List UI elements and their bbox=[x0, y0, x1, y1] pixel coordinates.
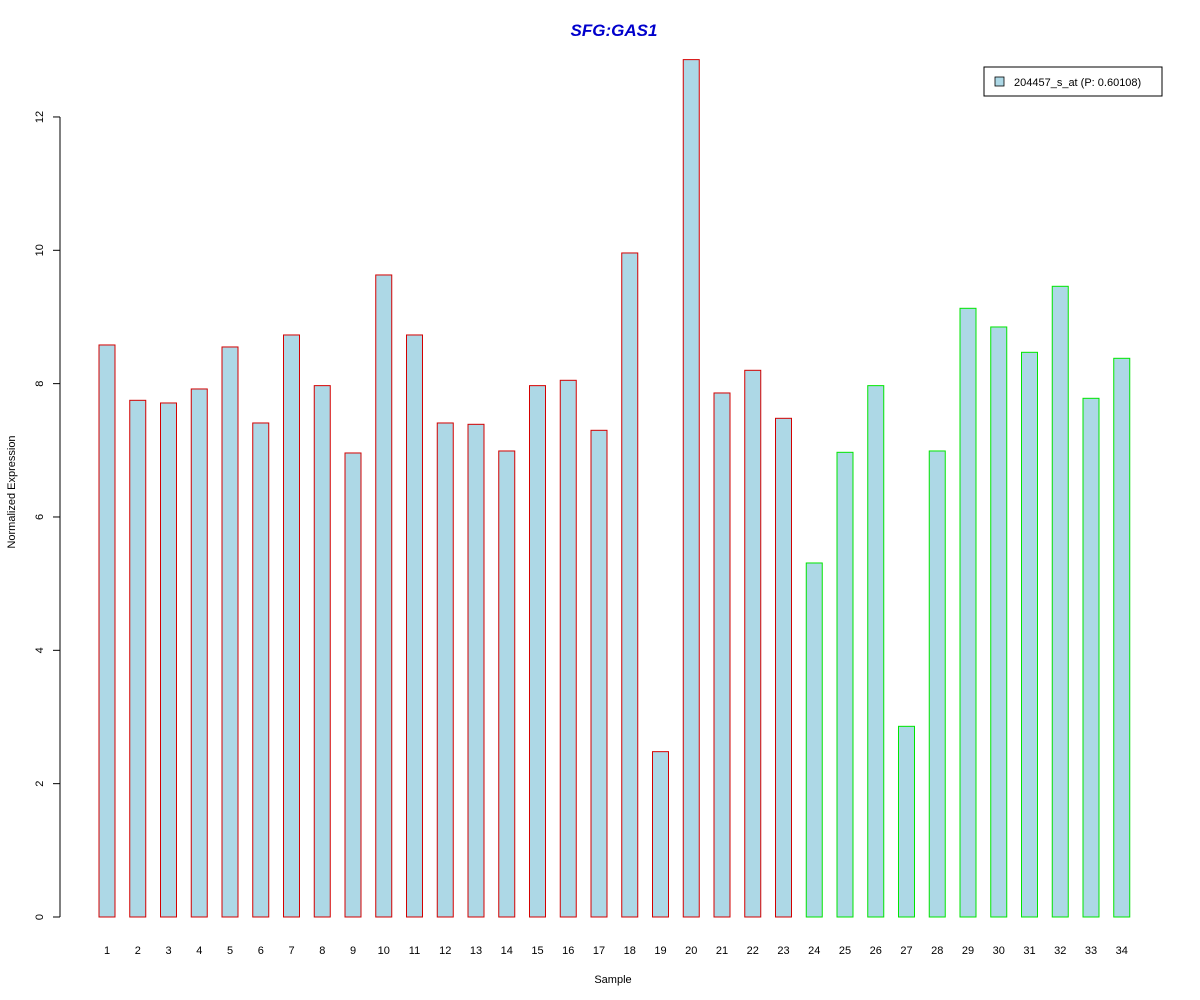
x-tick-label: 14 bbox=[501, 945, 513, 957]
bar-25 bbox=[836, 451, 854, 918]
x-tick-label: 10 bbox=[378, 945, 390, 957]
x-tick-label: 12 bbox=[439, 945, 451, 957]
bar-29 bbox=[959, 307, 977, 918]
bar-26 bbox=[867, 385, 885, 918]
chart-title: SFG:GAS1 bbox=[571, 21, 658, 40]
x-tick-label: 27 bbox=[900, 945, 912, 957]
y-tick-label: 0 bbox=[34, 914, 46, 920]
x-tick-label: 24 bbox=[808, 945, 820, 957]
y-tick-label: 10 bbox=[34, 244, 46, 256]
bar-16 bbox=[559, 379, 577, 918]
x-tick-label: 18 bbox=[624, 945, 636, 957]
x-tick-label: 22 bbox=[747, 945, 759, 957]
legend-label: 204457_s_at (P: 0.60108) bbox=[1014, 77, 1141, 89]
x-tick-label: 5 bbox=[227, 945, 233, 957]
x-tick-label: 19 bbox=[654, 945, 666, 957]
x-tick-label: 28 bbox=[931, 945, 943, 957]
x-tick-label: 26 bbox=[870, 945, 882, 957]
x-axis: 1 2 3 4 5 6 7 8 9 10 11 12 13 14 15 16 17 18 19 20 21 22 23 24 2… bbox=[104, 945, 1128, 957]
bar-33 bbox=[1082, 397, 1100, 918]
bar-27 bbox=[898, 725, 915, 918]
bar-12 bbox=[436, 422, 454, 918]
x-tick-label: 9 bbox=[350, 945, 356, 957]
bar-4 bbox=[190, 388, 208, 918]
x-tick-label: 15 bbox=[531, 945, 543, 957]
x-tick-label: 33 bbox=[1085, 945, 1097, 957]
bar-28 bbox=[928, 450, 946, 918]
x-tick-label: 13 bbox=[470, 945, 482, 957]
bar-14 bbox=[498, 450, 516, 918]
legend-swatch bbox=[994, 76, 1005, 87]
bar-24 bbox=[805, 562, 823, 918]
x-tick-label: 31 bbox=[1023, 945, 1035, 957]
x-tick-label: 1 bbox=[104, 945, 110, 957]
x-axis-label: Sample bbox=[594, 974, 631, 986]
x-tick-label: 34 bbox=[1116, 945, 1128, 957]
x-tick-label: 29 bbox=[962, 945, 974, 957]
bar-32 bbox=[1051, 285, 1069, 918]
bars bbox=[98, 59, 1131, 918]
x-tick-label: 6 bbox=[258, 945, 264, 957]
bar-21 bbox=[713, 392, 731, 918]
y-axis: 0 2 4 6 8 10 12 bbox=[34, 111, 61, 920]
x-tick-label: 8 bbox=[319, 945, 325, 957]
x-tick-label: 2 bbox=[135, 945, 141, 957]
y-axis-label: Normalized Expression bbox=[6, 435, 18, 548]
legend-box bbox=[983, 66, 1163, 97]
x-tick-label: 16 bbox=[562, 945, 574, 957]
y-tick-label: 12 bbox=[34, 111, 46, 123]
x-tick-label: 23 bbox=[777, 945, 789, 957]
bar-3 bbox=[160, 402, 177, 918]
bar-5 bbox=[221, 346, 239, 918]
bar-8 bbox=[313, 385, 331, 918]
bar-11 bbox=[406, 334, 423, 918]
bar-18 bbox=[621, 252, 639, 918]
bar-34 bbox=[1113, 357, 1131, 918]
x-tick-label: 25 bbox=[839, 945, 851, 957]
bar-31 bbox=[1021, 351, 1038, 918]
x-tick-label: 17 bbox=[593, 945, 605, 957]
bar-9 bbox=[344, 452, 362, 918]
bar-13 bbox=[467, 423, 485, 918]
bar-22 bbox=[744, 369, 762, 918]
bar-10 bbox=[375, 274, 393, 918]
x-tick-label: 32 bbox=[1054, 945, 1066, 957]
bar-2 bbox=[129, 399, 147, 918]
x-tick-label: 20 bbox=[685, 945, 697, 957]
x-tick-label: 30 bbox=[993, 945, 1005, 957]
y-tick-label: 4 bbox=[34, 647, 46, 653]
bar-30 bbox=[990, 326, 1008, 918]
bar-17 bbox=[590, 429, 608, 918]
bar-1 bbox=[98, 344, 116, 918]
x-tick-label: 3 bbox=[165, 945, 171, 957]
x-tick-label: 4 bbox=[196, 945, 202, 957]
bar-15 bbox=[529, 385, 546, 918]
y-tick-label: 8 bbox=[34, 381, 46, 387]
y-tick-label: 2 bbox=[34, 781, 46, 787]
x-tick-label: 11 bbox=[409, 945, 420, 957]
bar-6 bbox=[252, 422, 270, 918]
bar-20 bbox=[682, 59, 700, 918]
bar-7 bbox=[283, 334, 300, 918]
bar-23 bbox=[775, 417, 792, 918]
x-tick-label: 21 bbox=[716, 945, 728, 957]
x-tick-label: 7 bbox=[288, 945, 294, 957]
y-tick-label: 6 bbox=[34, 514, 46, 520]
legend: 204457_s_at (P: 0.60108) bbox=[983, 66, 1163, 97]
bar-19 bbox=[652, 751, 669, 918]
